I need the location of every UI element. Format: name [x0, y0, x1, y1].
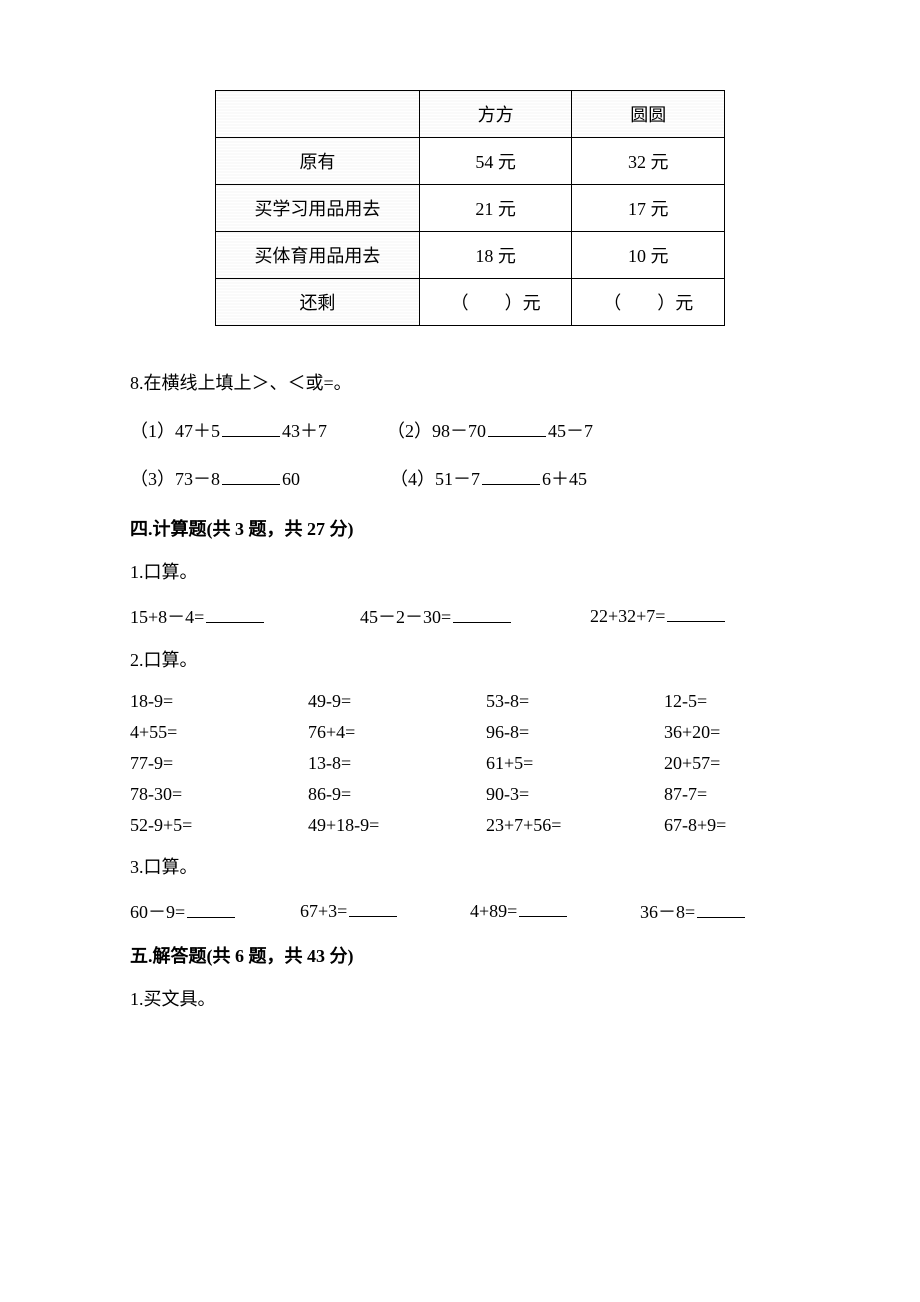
calc-item: 4+55=	[130, 722, 308, 743]
calc-item: 67+3=	[300, 898, 470, 924]
expr: 45－2－30=	[360, 607, 451, 627]
q8-left: 98－70	[432, 421, 486, 441]
calc-item: 86-9=	[308, 784, 486, 805]
calc-item: 53-8=	[486, 691, 664, 712]
sub2-label: 2.口算。	[130, 643, 810, 677]
blank	[187, 899, 235, 918]
q8-item-2: （2）98－70 45－7	[387, 414, 593, 448]
table-cell: 17 元	[572, 185, 725, 232]
sub1-label: 1.口算。	[130, 555, 810, 589]
section4-title: 四.计算题(共 3 题，共 27 分)	[130, 515, 810, 541]
q8-no: （4）	[390, 469, 435, 489]
q8-no: （2）	[387, 421, 432, 441]
q8-right: 43＋7	[282, 421, 327, 441]
expr: 22+32+7=	[590, 606, 665, 626]
blank	[697, 899, 745, 918]
table-cell: 买体育用品用去	[216, 232, 420, 279]
blank	[349, 898, 397, 917]
q8-right: 6＋45	[542, 469, 587, 489]
q8-left: 47＋5	[175, 421, 220, 441]
q8-no: （3）	[130, 469, 175, 489]
sub2-row: 18-9= 49-9= 53-8= 12-5=	[130, 691, 810, 712]
table-cell: 买学习用品用去	[216, 185, 420, 232]
q8-right: 45－7	[548, 421, 593, 441]
table-header-cell: 方方	[419, 91, 572, 138]
blank	[222, 466, 280, 485]
money-table: 方方 圆圆 原有 54 元 32 元 买学习用品用去 21 元 17 元 买体育…	[215, 90, 725, 326]
table-header-cell: 圆圆	[572, 91, 725, 138]
blank	[519, 898, 567, 917]
calc-item: 15+8－4=	[130, 603, 360, 629]
table-cell: 32 元	[572, 138, 725, 185]
blank	[667, 603, 725, 622]
calc-item: 52-9+5=	[130, 815, 308, 836]
calc-item: 49+18-9=	[308, 815, 486, 836]
table-cell: 21 元	[419, 185, 572, 232]
calc-item: 20+57=	[664, 753, 842, 774]
q8-right: 60	[282, 469, 300, 489]
calc-item: 87-7=	[664, 784, 842, 805]
calc-item: 45－2－30=	[360, 603, 590, 629]
table-header-cell	[216, 91, 420, 138]
blank	[453, 604, 511, 623]
expr: 36－8=	[640, 902, 695, 922]
sub2-row: 4+55= 76+4= 96-8= 36+20=	[130, 722, 810, 743]
expr: 60－9=	[130, 902, 185, 922]
sub2-row: 77-9= 13-8= 61+5= 20+57=	[130, 753, 810, 774]
q8-item-4: （4）51－7 6＋45	[390, 462, 587, 496]
calc-item: 76+4=	[308, 722, 486, 743]
sub3-label: 3.口算。	[130, 850, 810, 884]
q8-item-3: （3）73－8 60	[130, 462, 300, 496]
calc-item: 13-8=	[308, 753, 486, 774]
blank	[222, 418, 280, 437]
blank	[488, 418, 546, 437]
q8-left: 73－8	[175, 469, 220, 489]
expr: 67+3=	[300, 901, 347, 921]
calc-item: 12-5=	[664, 691, 842, 712]
calc-item: 77-9=	[130, 753, 308, 774]
calc-item: 18-9=	[130, 691, 308, 712]
table-cell: 10 元	[572, 232, 725, 279]
sub2-row: 78-30= 86-9= 90-3= 87-7=	[130, 784, 810, 805]
q8-item-1: （1）47＋5 43＋7	[130, 414, 327, 448]
calc-item: 96-8=	[486, 722, 664, 743]
expr: 4+89=	[470, 901, 517, 921]
calc-item: 60－9=	[130, 898, 300, 924]
table-cell: 原有	[216, 138, 420, 185]
blank	[482, 466, 540, 485]
calc-item: 90-3=	[486, 784, 664, 805]
q8-left: 51－7	[435, 469, 480, 489]
calc-item: 36－8=	[640, 898, 790, 924]
sub2-row: 52-9+5= 49+18-9= 23+7+56= 67-8+9=	[130, 815, 810, 836]
calc-item: 23+7+56=	[486, 815, 664, 836]
calc-item: 67-8+9=	[664, 815, 842, 836]
section5-title: 五.解答题(共 6 题，共 43 分)	[130, 942, 810, 968]
sub1-row: 15+8－4= 45－2－30= 22+32+7=	[130, 603, 810, 629]
table-cell: （ ）元	[419, 279, 572, 326]
calc-item: 22+32+7=	[590, 603, 820, 629]
table-cell: 18 元	[419, 232, 572, 279]
calc-item: 61+5=	[486, 753, 664, 774]
table-cell: （ ）元	[572, 279, 725, 326]
table-cell: 还剩	[216, 279, 420, 326]
calc-item: 4+89=	[470, 898, 640, 924]
table-cell: 54 元	[419, 138, 572, 185]
q8-label: 8.在横线上填上＞、＜或=。	[130, 366, 810, 400]
calc-item: 78-30=	[130, 784, 308, 805]
sub3-row: 60－9= 67+3= 4+89= 36－8=	[130, 898, 810, 924]
q8-no: （1）	[130, 421, 175, 441]
expr: 15+8－4=	[130, 607, 204, 627]
section5-q1: 1.买文具。	[130, 982, 810, 1016]
calc-item: 49-9=	[308, 691, 486, 712]
blank	[206, 604, 264, 623]
calc-item: 36+20=	[664, 722, 842, 743]
